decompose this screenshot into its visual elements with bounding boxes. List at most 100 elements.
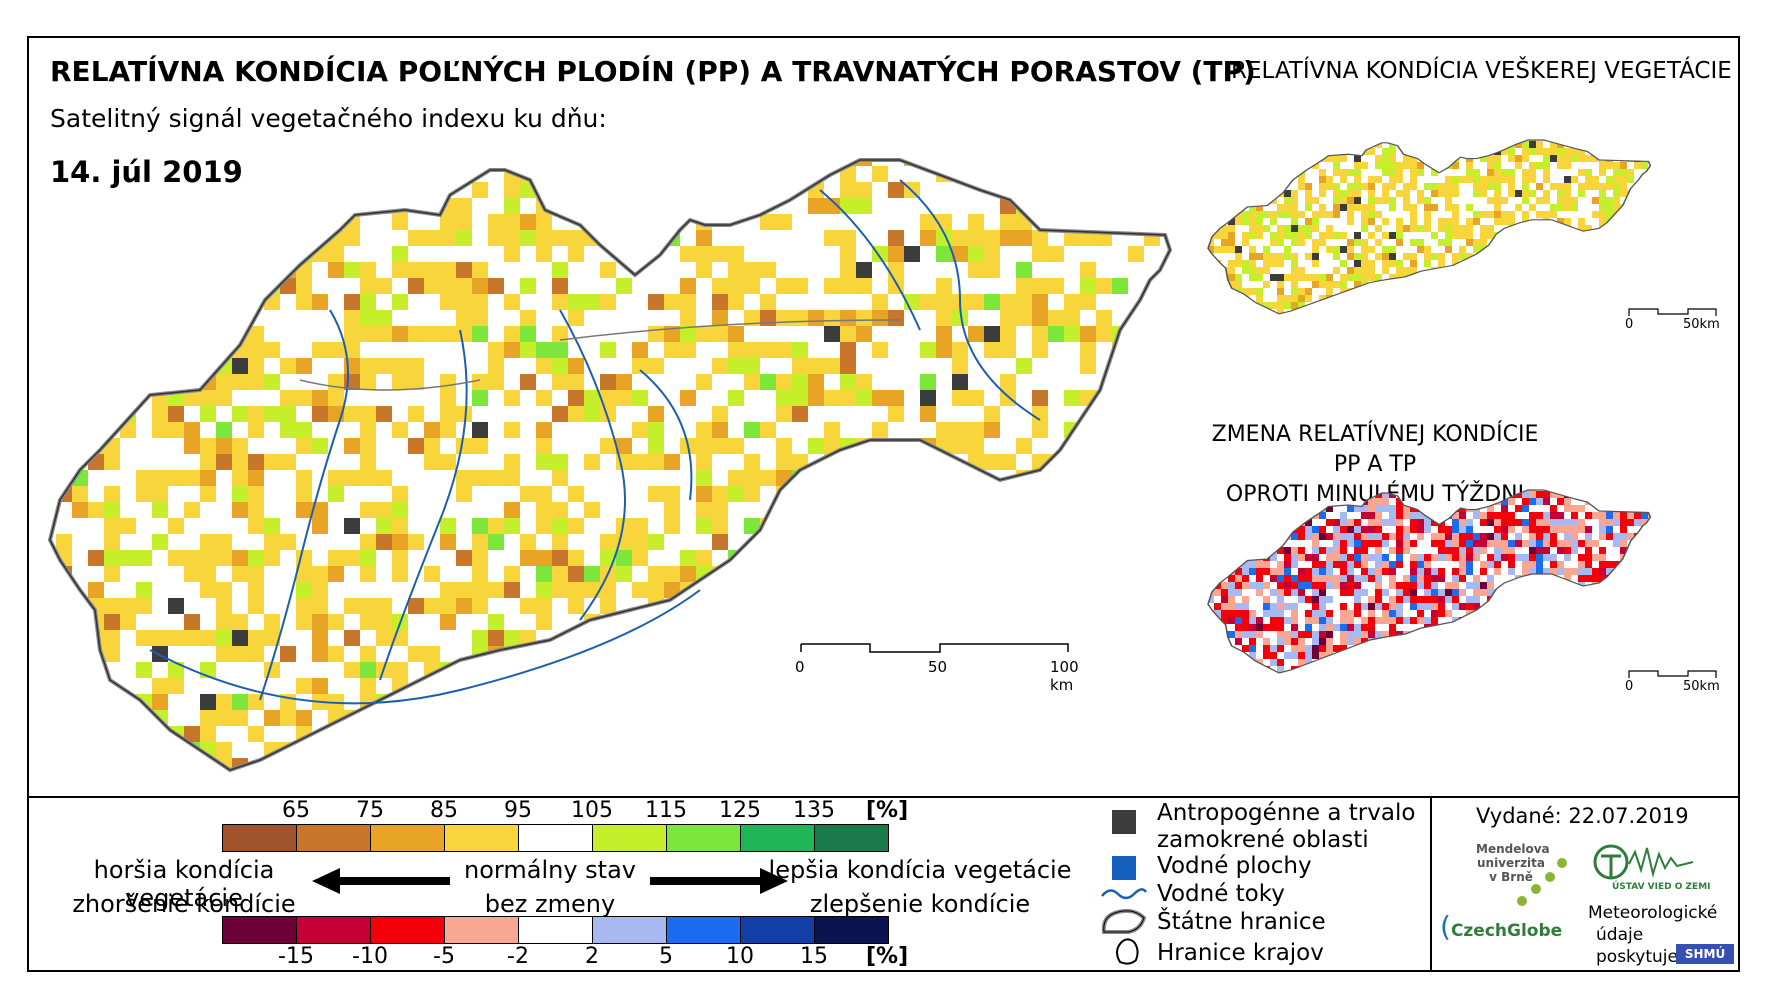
map-cell <box>1291 260 1298 267</box>
map-cell <box>840 246 856 262</box>
map-cell <box>1256 204 1263 211</box>
map-cell <box>1564 547 1571 554</box>
map-cell <box>1662 512 1669 519</box>
map-cell <box>1064 310 1080 326</box>
map-cell <box>1578 148 1585 155</box>
map-cell <box>776 214 792 230</box>
map-cell <box>1697 603 1704 610</box>
map-cell <box>1473 267 1480 274</box>
map-cell <box>1564 568 1571 575</box>
map-cell <box>1312 533 1319 540</box>
map-cell <box>1634 337 1641 344</box>
map-cell <box>1375 337 1382 344</box>
map-cell <box>1641 127 1648 134</box>
map-cell <box>1585 225 1592 232</box>
map-cell <box>1361 624 1368 631</box>
map-cell <box>1333 246 1340 253</box>
map-cell <box>1228 519 1235 526</box>
map-cell <box>1543 225 1550 232</box>
map-cell <box>1613 295 1620 302</box>
map-cell <box>1305 204 1312 211</box>
map-cell <box>1396 127 1403 134</box>
map-cell <box>1417 302 1424 309</box>
map-cell <box>552 230 568 246</box>
map-cell <box>1242 309 1249 314</box>
map-cell <box>1578 477 1585 484</box>
map-cell <box>1571 176 1578 183</box>
map-cell <box>1368 246 1375 253</box>
map-cell <box>1578 351 1585 358</box>
map-cell <box>1208 225 1214 232</box>
map-cell <box>792 342 808 358</box>
map-cell <box>1242 400 1249 407</box>
map-cell <box>1613 624 1620 631</box>
map-cell <box>1648 197 1651 204</box>
map-cell <box>1487 407 1494 414</box>
map-cell <box>1326 358 1333 365</box>
map-cell <box>1410 225 1417 232</box>
map-cell <box>1459 526 1466 533</box>
map-cell <box>1676 162 1683 169</box>
map-cell <box>1064 390 1080 406</box>
map-cell <box>1522 127 1529 134</box>
map-cell <box>1669 386 1676 393</box>
map-cell <box>1361 407 1368 414</box>
map-cell <box>1000 230 1016 246</box>
map-cell <box>1501 498 1508 505</box>
map-cell <box>1312 575 1319 582</box>
map-cell <box>1606 491 1613 498</box>
map-cell <box>1480 337 1487 344</box>
map-cell <box>1445 624 1452 631</box>
map-cell <box>1592 386 1599 393</box>
map-cell <box>1494 140 1501 141</box>
map-cell <box>1487 225 1494 232</box>
map-cell <box>1697 547 1704 554</box>
map-cell <box>1375 295 1382 302</box>
map-cell <box>1319 470 1326 477</box>
map-cell <box>1445 638 1452 645</box>
map-cell <box>1228 491 1235 498</box>
map-cell <box>1375 211 1382 218</box>
map-cell <box>1648 603 1651 610</box>
map-cell <box>1718 379 1725 386</box>
map-cell <box>1256 148 1263 155</box>
map-cell <box>1249 176 1256 183</box>
map-cell <box>1284 631 1291 638</box>
map-cell <box>840 230 856 246</box>
map-cell <box>1473 379 1480 386</box>
map-cell <box>1207 127 1214 134</box>
map-cell <box>1599 260 1606 267</box>
map-cell <box>1389 302 1396 309</box>
map-cell <box>1096 278 1112 294</box>
map-cell <box>1277 204 1284 211</box>
map-cell <box>1445 589 1452 596</box>
map-cell <box>1585 407 1592 414</box>
map-cell <box>1298 302 1305 309</box>
map-cell <box>1648 589 1651 596</box>
map-cell <box>1277 260 1284 267</box>
map-cell <box>1382 140 1389 141</box>
map-cell <box>1641 610 1648 617</box>
map-cell <box>312 614 328 630</box>
map-cell <box>1445 540 1452 547</box>
map-cell <box>1340 554 1347 561</box>
map-cell <box>200 694 216 710</box>
map-cell <box>1263 162 1270 169</box>
map-cell <box>456 406 472 422</box>
map-cell <box>1690 211 1697 218</box>
map-cell <box>1270 610 1277 617</box>
map-cell <box>1459 176 1466 183</box>
map-cell <box>1417 498 1424 505</box>
map-cell <box>1620 638 1627 645</box>
map-cell <box>1382 316 1389 323</box>
map-cell <box>1634 225 1641 232</box>
map-cell <box>1291 295 1298 302</box>
map-cell <box>1375 274 1382 281</box>
map-cell <box>104 646 120 662</box>
map-cell <box>456 278 472 294</box>
map-cell <box>1214 246 1221 253</box>
map-cell <box>1235 624 1242 631</box>
map-cell <box>1214 358 1221 365</box>
map-cell <box>1466 638 1473 645</box>
map-cell <box>776 374 792 390</box>
